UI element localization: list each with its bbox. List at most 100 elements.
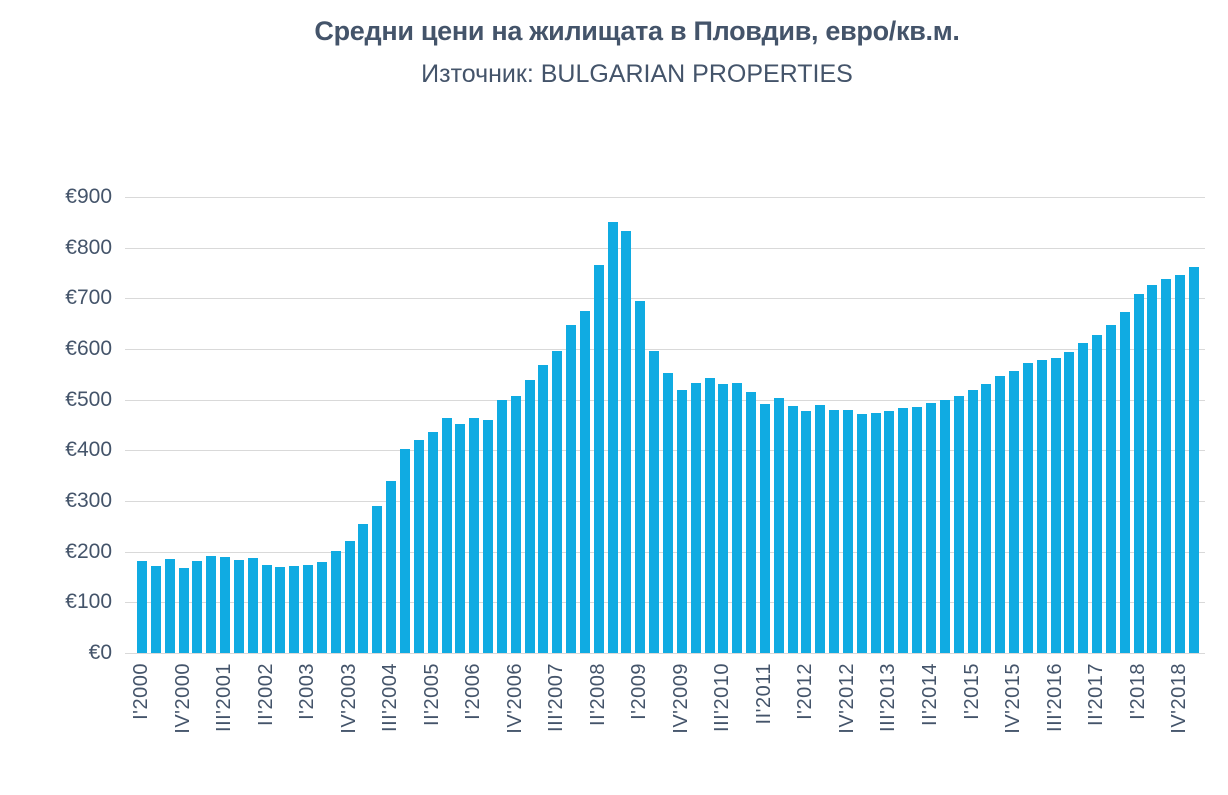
bar-III'2015 bbox=[995, 376, 1006, 653]
bar-II'2010 bbox=[704, 377, 715, 653]
bar-IV'2003 bbox=[344, 540, 355, 653]
bar-II'2003 bbox=[316, 562, 327, 653]
bar-III'2014 bbox=[939, 399, 950, 653]
plot-area bbox=[125, 197, 1205, 654]
x-tick-label: III'2004 bbox=[379, 663, 402, 732]
gridline bbox=[125, 197, 1205, 198]
bar-IV'2011 bbox=[787, 406, 798, 653]
bar-I'2005 bbox=[413, 440, 424, 653]
bar-I'2007 bbox=[524, 379, 535, 653]
bar-II'2007 bbox=[538, 365, 549, 653]
y-tick-label: €700 bbox=[65, 286, 112, 310]
bar-I'2000 bbox=[137, 561, 147, 653]
gridline bbox=[125, 653, 1205, 654]
y-tick-label: €200 bbox=[65, 539, 112, 563]
y-tick-label: €400 bbox=[65, 438, 112, 462]
bar-IV'2013 bbox=[898, 408, 909, 653]
x-tick-label: III'2016 bbox=[1043, 663, 1066, 732]
bar-I'2008 bbox=[579, 310, 590, 653]
y-tick-label: €300 bbox=[65, 489, 112, 512]
bar-IV'2010 bbox=[732, 382, 743, 653]
bar-I'2014 bbox=[912, 406, 923, 653]
bar-I'2016 bbox=[1022, 363, 1033, 653]
x-tick-label: I'2003 bbox=[296, 663, 319, 720]
x-tick-label: IV'2009 bbox=[669, 663, 692, 734]
bar-III'2000 bbox=[164, 559, 175, 653]
y-tick-label: €100 bbox=[65, 590, 112, 614]
bar-I'2003 bbox=[303, 564, 314, 653]
bar-II'2006 bbox=[483, 420, 494, 653]
x-tick-label: II'2014 bbox=[919, 663, 941, 726]
bar-III'2010 bbox=[718, 384, 729, 653]
bar-III'2018 bbox=[1161, 279, 1172, 653]
bar-II'2008 bbox=[593, 264, 604, 653]
bar-I'2018 bbox=[1133, 294, 1144, 653]
bar-III'2011 bbox=[773, 398, 784, 653]
x-tick-label: I'2006 bbox=[462, 663, 485, 720]
x-tick-label: III'2007 bbox=[545, 663, 568, 732]
x-tick-label: IV'2006 bbox=[503, 663, 526, 734]
bar-II'2016 bbox=[1036, 360, 1047, 653]
bar-I'2019 bbox=[1189, 266, 1199, 653]
bar-III'2006 bbox=[496, 399, 507, 653]
bar-IV'2004 bbox=[400, 448, 410, 653]
x-tick-label: II'2005 bbox=[420, 663, 443, 726]
x-tick-label: III'2010 bbox=[711, 663, 734, 732]
x-tick-label: IV'2018 bbox=[1168, 663, 1191, 734]
bar-I'2010 bbox=[690, 382, 701, 653]
bar-IV'2012 bbox=[842, 410, 853, 653]
bar-III'2007 bbox=[552, 350, 563, 653]
bar-II'2013 bbox=[870, 413, 881, 653]
bar-II'2011 bbox=[759, 403, 770, 653]
x-tick-label: IV'2015 bbox=[1002, 663, 1025, 734]
bar-IV'2006 bbox=[510, 395, 521, 653]
x-tick-label: III'2013 bbox=[877, 663, 900, 732]
bar-I'2001 bbox=[192, 560, 203, 653]
bar-IV'2007 bbox=[566, 325, 577, 653]
bar-IV'2014 bbox=[953, 395, 964, 653]
x-tick-label: IV'2000 bbox=[171, 663, 194, 734]
bar-I'2012 bbox=[801, 411, 812, 653]
gridline bbox=[125, 247, 1205, 249]
bar-III'2001 bbox=[220, 556, 231, 653]
bar-IV'2005 bbox=[455, 424, 466, 653]
bar-II'2018 bbox=[1147, 285, 1158, 653]
x-tick-label: IV'2003 bbox=[337, 663, 360, 734]
bar-III'2005 bbox=[441, 417, 452, 653]
bar-II'2015 bbox=[981, 383, 992, 653]
bar-II'2001 bbox=[206, 555, 217, 653]
bar-IV'2016 bbox=[1064, 351, 1075, 653]
y-tick-label: €600 bbox=[65, 337, 112, 360]
y-tick-label: €800 bbox=[65, 235, 112, 259]
bar-III'2012 bbox=[829, 410, 840, 653]
y-tick-label: €900 bbox=[65, 185, 112, 208]
bar-IV'2001 bbox=[233, 559, 244, 653]
gridline bbox=[125, 349, 1205, 350]
bar-II'2002 bbox=[261, 564, 272, 653]
bar-II'2017 bbox=[1092, 335, 1103, 653]
bar-IV'2009 bbox=[676, 389, 687, 653]
bar-III'2009 bbox=[663, 373, 673, 653]
bar-III'2003 bbox=[330, 550, 341, 653]
bar-III'2008 bbox=[607, 222, 618, 653]
bar-I'2006 bbox=[469, 417, 480, 653]
bar-IV'2018 bbox=[1175, 275, 1186, 653]
bar-I'2013 bbox=[856, 413, 867, 653]
x-tick-label: III'2001 bbox=[213, 663, 236, 732]
x-tick-label: II'2008 bbox=[586, 663, 609, 726]
bar-III'2017 bbox=[1105, 325, 1116, 653]
bar-IV'2000 bbox=[178, 568, 189, 653]
bar-I'2009 bbox=[635, 300, 646, 653]
x-tick-label: I'2000 bbox=[130, 663, 152, 720]
bar-III'2016 bbox=[1050, 357, 1061, 653]
bar-I'2002 bbox=[247, 557, 258, 653]
x-tick-label: I'2009 bbox=[628, 663, 651, 720]
x-tick-label: II'2011 bbox=[752, 663, 775, 725]
bar-III'2004 bbox=[386, 480, 397, 653]
gridline bbox=[125, 298, 1205, 300]
y-tick-label: €500 bbox=[65, 387, 112, 411]
x-tick-label: I'2018 bbox=[1126, 663, 1149, 720]
bar-IV'2015 bbox=[1009, 370, 1020, 653]
bar-II'2012 bbox=[815, 405, 826, 653]
